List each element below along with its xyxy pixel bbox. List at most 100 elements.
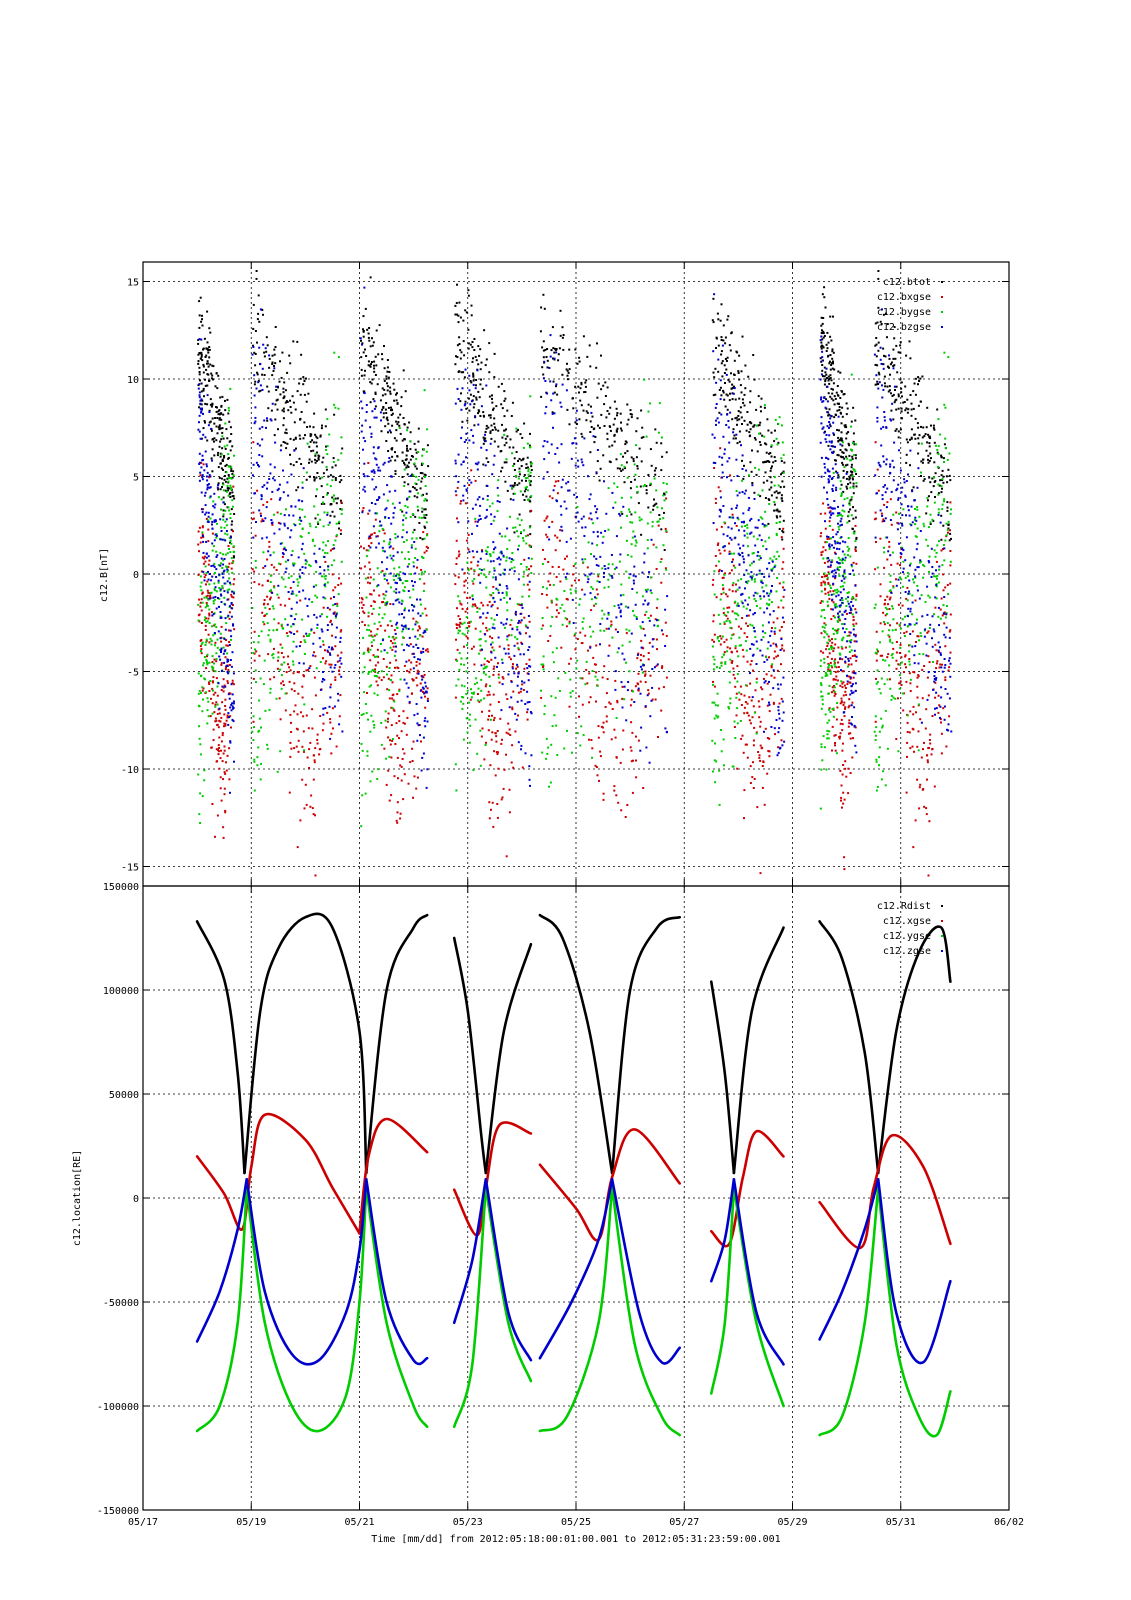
point-c12-btot: [726, 318, 729, 321]
point-c12-bxgse: [492, 585, 495, 588]
point-c12-bygse: [715, 714, 718, 717]
point-c12-bxgse: [228, 747, 231, 750]
point-c12-btot: [286, 442, 289, 445]
point-c12-bxgse: [385, 665, 388, 668]
point-c12-bxgse: [769, 693, 772, 696]
point-c12-bxgse: [602, 792, 605, 795]
point-c12-bygse: [393, 654, 396, 657]
point-c12-bzgse: [214, 503, 217, 506]
point-c12-bygse: [589, 625, 591, 628]
point-c12-bxgse: [340, 629, 343, 632]
point-c12-bzgse: [470, 481, 473, 484]
point-c12-bxgse: [572, 565, 575, 568]
point-c12-bxgse: [750, 699, 753, 702]
point-c12-bxgse: [231, 682, 234, 685]
point-c12-bzgse: [528, 765, 531, 768]
point-c12-btot: [511, 484, 514, 487]
point-c12-btot: [313, 476, 315, 479]
point-c12-bzgse: [396, 551, 399, 554]
point-c12-bygse: [642, 485, 645, 488]
point-c12-bygse: [585, 660, 588, 663]
point-c12-bygse: [295, 594, 298, 597]
point-c12-bzgse: [226, 665, 229, 667]
point-c12-bxgse: [303, 675, 305, 678]
point-c12-btot: [506, 409, 509, 412]
point-c12-bzgse: [642, 664, 645, 667]
point-c12-bxgse: [647, 689, 650, 692]
point-c12-bzgse: [403, 616, 406, 619]
point-c12-btot: [362, 390, 365, 393]
point-c12-bygse: [401, 599, 404, 602]
point-c12-bxgse: [555, 615, 558, 618]
point-c12-bzgse: [377, 466, 380, 469]
point-c12-bygse: [305, 560, 308, 563]
point-c12-bzgse: [200, 508, 203, 511]
point-c12-btot: [254, 364, 257, 367]
point-c12-bygse: [483, 573, 486, 576]
point-c12-bygse: [731, 634, 734, 637]
point-c12-bzgse: [421, 686, 424, 689]
point-c12-bygse: [715, 666, 718, 669]
point-c12-bxgse: [615, 794, 618, 797]
point-c12-bzgse: [389, 545, 392, 548]
point-c12-btot: [219, 427, 222, 430]
point-c12-bzgse: [596, 508, 599, 511]
point-c12-bygse: [335, 616, 337, 619]
point-c12-bygse: [665, 491, 668, 494]
point-c12-btot: [596, 342, 598, 345]
point-c12-bxgse: [632, 759, 634, 762]
point-c12-bzgse: [596, 530, 599, 533]
point-c12-bygse: [206, 603, 208, 606]
point-c12-bxgse: [282, 684, 285, 686]
point-c12-btot: [775, 515, 778, 518]
point-c12-bygse: [458, 652, 461, 655]
point-c12-btot: [210, 457, 213, 460]
point-c12-btot: [283, 381, 286, 384]
point-c12-bzgse: [224, 603, 227, 606]
point-c12-bxgse: [589, 696, 592, 699]
point-c12-bxgse: [200, 648, 203, 651]
point-c12-bzgse: [213, 632, 216, 634]
point-c12-bygse: [607, 563, 610, 566]
point-c12-bygse: [455, 684, 458, 687]
point-c12-btot: [654, 467, 657, 470]
point-c12-btot: [221, 427, 224, 430]
point-c12-bygse: [474, 718, 477, 721]
point-c12-bzgse: [490, 513, 493, 516]
point-c12-bzgse: [474, 462, 477, 465]
point-c12-bygse: [326, 511, 329, 514]
point-c12-btot: [597, 424, 599, 427]
point-c12-bxgse: [371, 644, 373, 647]
point-c12-bxgse: [229, 692, 232, 695]
point-c12-bzgse: [223, 582, 226, 585]
point-c12-bygse: [782, 581, 785, 584]
point-c12-btot: [197, 339, 200, 341]
point-c12-btot: [753, 378, 756, 381]
point-c12-bzgse: [618, 606, 621, 609]
point-c12-bygse: [222, 518, 225, 521]
point-c12-bxgse: [655, 638, 658, 641]
point-c12-bzgse: [627, 606, 630, 609]
point-c12-btot: [739, 411, 742, 414]
point-c12-bxgse: [742, 655, 745, 658]
point-c12-bygse: [565, 578, 568, 581]
point-c12-bxgse: [216, 712, 219, 715]
point-c12-btot: [399, 413, 402, 416]
point-c12-bygse: [522, 570, 525, 573]
point-c12-btot: [730, 387, 733, 390]
point-c12-btot: [780, 460, 783, 463]
point-c12-btot: [749, 461, 752, 464]
point-c12-btot: [624, 443, 627, 446]
point-c12-btot: [529, 461, 532, 464]
point-c12-bzgse: [402, 625, 405, 628]
point-c12-bxgse: [773, 650, 776, 653]
point-c12-bxgse: [639, 659, 642, 662]
point-c12-bxgse: [660, 709, 663, 712]
point-c12-btot: [303, 393, 306, 396]
point-c12-bxgse: [619, 761, 622, 764]
point-c12-bxgse: [420, 650, 423, 653]
point-c12-bzgse: [215, 576, 218, 578]
point-c12-bxgse: [639, 680, 642, 683]
point-c12-btot: [720, 362, 723, 365]
point-c12-bzgse: [322, 678, 324, 680]
